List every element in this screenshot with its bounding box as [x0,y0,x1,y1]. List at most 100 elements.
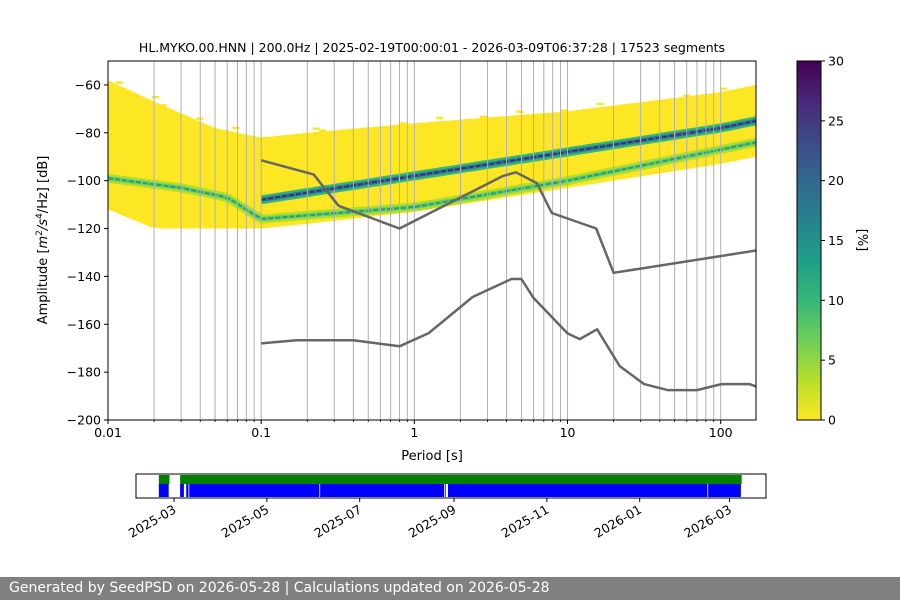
noise-model-low [261,277,756,392]
density-cell [691,98,699,101]
density-cell [669,110,677,113]
density-cell [152,95,160,99]
y-axis-label-exp2: 4 [35,213,45,219]
density-cell [371,131,379,135]
density-cell [654,105,662,108]
density-cell [290,139,298,142]
density-cell [123,89,131,93]
density-cell [421,132,429,135]
density-cell [319,129,327,132]
y-tick-label: −80 [75,125,101,140]
data-coverage-timeline: 2025-03 2025-05 2025-07 2025-09 2025-11 2026-… [126,473,767,541]
timeline-data-segment [708,484,741,497]
density-cell [268,151,276,154]
x-tick-label: 1 [410,425,418,440]
density-cell [377,133,385,137]
psd-density-heatmap [108,80,756,229]
density-cell [224,142,232,145]
density-cell [588,120,596,123]
density-cell [618,112,626,115]
x-grid [107,61,722,420]
x-tick-label: 10 [560,425,576,440]
density-cell [399,122,407,125]
density-cell [552,126,560,130]
y-axis-label-hz: /Hz] [dB] [36,156,51,214]
colorbar-tick-label: 10 [828,293,844,308]
y-tick-label: −100 [67,173,101,188]
y-tick-label: −120 [67,221,101,236]
density-cell [210,130,218,134]
density-cell [705,103,713,106]
colorbar-tick-label: 20 [828,173,844,188]
x-axis-label: Period [s] [401,449,463,464]
y-ticks: −60 −80 −100 −120 −140 −160 −180 −200 [67,77,108,428]
density-cell [719,87,727,90]
x-tick-label: 0.01 [94,425,122,440]
density-cell [538,120,546,124]
density-cell [661,106,669,110]
timeline-tick-label: 2025-03 [126,502,179,541]
density-cell [560,109,568,112]
noise-model-high [260,159,756,275]
colorbar-tick-label: 25 [828,113,844,128]
timeline-tick-label: 2025-11 [499,502,552,541]
density-cell [218,138,226,141]
footer-bar: Generated by SeedPSD on 2026-05-28 | Cal… [0,577,900,600]
y-axis-label-m: m [36,236,51,249]
x-tick-label: 100 [709,425,733,440]
mode-core-lower [108,141,756,220]
density-cell [196,117,204,120]
density-cell [159,104,167,107]
density-cell [566,111,574,114]
timeline-tick-label: 2025-05 [219,502,272,541]
timeline-percent-segment [158,475,170,484]
density-cell [502,126,509,129]
colorbar-tick-label: 15 [828,233,844,248]
colorbar-tick-label: 5 [828,353,836,368]
footer-text: Generated by SeedPSD on 2026-05-28 | Cal… [9,580,550,596]
timeline-percent-bar [158,475,742,484]
timeline-data-segment [180,484,184,497]
density-cell [610,108,618,111]
colorbar-ticks: 0 5 10 15 20 25 30 [821,54,844,428]
timeline-data-segment [447,484,708,497]
density-cell [407,126,415,129]
timeline-data-segment [320,484,445,497]
density-cell [516,110,524,113]
density-cell [494,121,502,125]
density-cell [465,131,473,134]
y-axis-label-exp1: 2 [35,230,45,236]
density-cell [232,126,240,130]
timeline-tick-label: 2025-07 [311,502,364,541]
density-cell [596,102,604,106]
psd-figure: HL.MYKO.00.HNN | 200.0Hz | 2025-02-19T00… [35,40,869,541]
density-cell [174,117,182,120]
x-ticks: 0.01 0.1 1 10 100 [94,420,733,440]
density-cell [625,113,633,116]
timeline-frame [135,473,767,499]
timeline-data-bar [158,484,741,497]
timeline-data-segment [158,484,169,497]
density-cell [435,116,443,120]
chart-title: HL.MYKO.00.HNN | 200.0Hz | 2025-02-19T00… [139,40,725,55]
density-cell [741,95,749,98]
density-cell [108,94,115,97]
timeline-tick-label: 2025-09 [406,502,459,541]
timeline-data-segment [186,484,189,497]
psd-modes [108,116,756,224]
density-cell [727,90,735,94]
density-cell [480,115,487,119]
density-cell [115,81,123,84]
density-cell [443,120,451,124]
y-tick-label: −160 [67,317,101,332]
timeline-data-segment [189,484,320,497]
colorbar-label: [%] [854,229,869,252]
y-axis-label-s: /s [36,219,51,231]
density-cell [327,133,334,136]
timeline-tick-label: 2026-01 [591,502,644,541]
y-tick-label: −200 [67,413,101,428]
colorbar-tick-label: 30 [828,54,844,69]
density-cell [283,135,290,138]
density-cell [349,143,357,146]
colorbar [796,60,822,421]
